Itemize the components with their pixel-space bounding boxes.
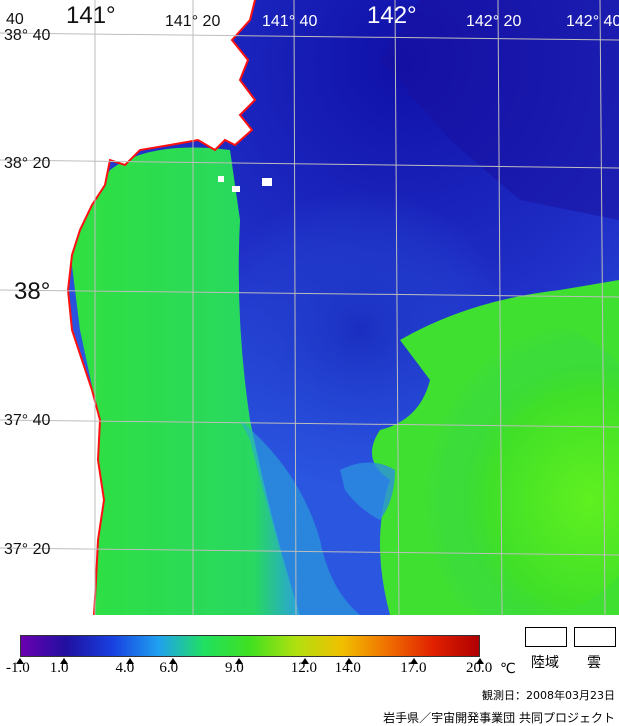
legend-tick-label: 14.0 [334, 660, 361, 676]
lon-fragment: 40 [6, 11, 24, 28]
cloud-swatch [574, 627, 616, 647]
temperature-legend: -1.0 1.0 4.0 6.0 9.0 12.0 14.0 17.0 20.0 ℃ 陸域 雲 … [0, 615, 619, 725]
lat-label-37-20: 37° 20 [4, 541, 51, 558]
lat-label-38: 38° [14, 278, 51, 305]
land-swatch [525, 627, 567, 647]
legend-tick-mark [59, 658, 68, 664]
land-label: 陸域 [531, 655, 559, 671]
lon-label-142-40: 142° 40 [566, 13, 619, 30]
graticule [0, 0, 619, 615]
island [232, 186, 240, 192]
land-area [0, 0, 255, 615]
island [218, 176, 224, 182]
legend-tick-mark [410, 658, 419, 664]
lat-label-38-20: 38° 20 [4, 155, 51, 172]
legend-tick-mark [344, 658, 353, 664]
color-scale-bar [20, 635, 480, 657]
lon-label-141-40: 141° 40 [262, 13, 318, 30]
legend-tick-mark [125, 658, 134, 664]
lon-label-142-20: 142° 20 [466, 13, 522, 30]
coastal-warm-water [70, 147, 300, 615]
eddy [340, 462, 395, 520]
unit-label: ℃ [500, 661, 516, 677]
credit-line: 岩手県／宇宙開発事業団 共同プロジェクト [383, 711, 615, 725]
legend-tick-label: 1.0 [49, 660, 69, 676]
legend-tick-mark [169, 658, 178, 664]
legend-tick-mark [16, 658, 24, 664]
cold-water-region [380, 0, 619, 220]
legend-tick-label: 20.0 [466, 660, 493, 676]
coastline [66, 0, 257, 615]
lon-label-141-20: 141° 20 [165, 13, 221, 30]
legend-tick-label: 17.0 [400, 660, 427, 676]
legend-tick-mark [476, 658, 484, 664]
transition-zone [240, 420, 360, 615]
sea-surface-temperature-map: 141° 141° 20 141° 40 142° 142° 20 142° 4… [0, 0, 619, 615]
lon-label-141: 141° [66, 2, 116, 29]
legend-tick-label: 12.0 [290, 660, 317, 676]
observation-date: 観測日：2008年03月23日 [482, 689, 615, 702]
lon-label-142: 142° [367, 2, 417, 29]
cloud-label: 雲 [587, 655, 601, 671]
lat-label-37-40: 37° 40 [4, 412, 51, 429]
legend-tick-label: -1.0 [6, 660, 30, 676]
legend-tick-mark [235, 658, 244, 664]
legend-tick-label: 6.0 [159, 660, 179, 676]
island [262, 178, 272, 186]
legend-tick-label: 4.0 [115, 660, 135, 676]
map-canvas [0, 0, 619, 615]
lat-label-38-40: 38° 40 [4, 27, 51, 44]
legend-tick-mark [300, 658, 309, 664]
legend-tick-label: 9.0 [225, 660, 244, 676]
warm-core-east [380, 320, 619, 615]
